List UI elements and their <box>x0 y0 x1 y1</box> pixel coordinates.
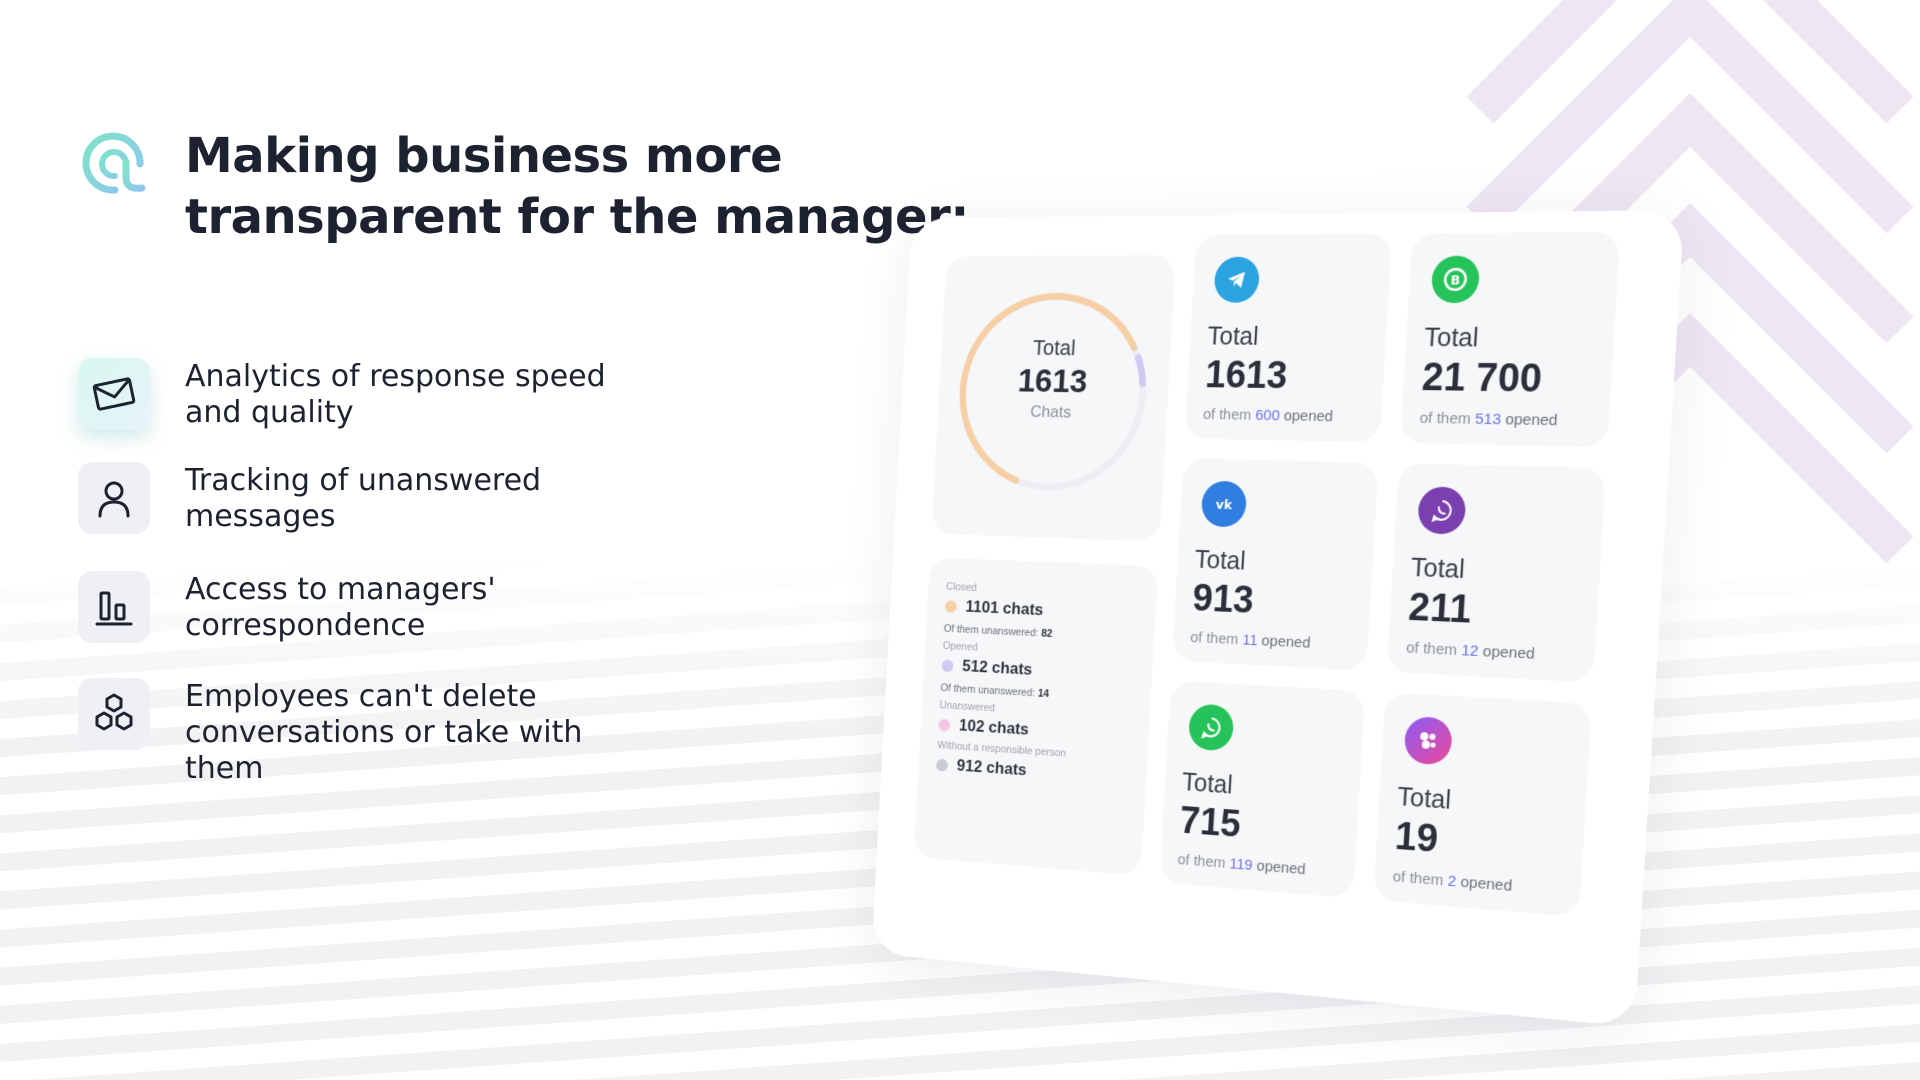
feature-item-no-delete: Employees can't delete conversations or … <box>78 678 615 787</box>
chats-breakdown-card: Closed 1101 chats Of them unanswered: 82… <box>913 557 1158 875</box>
legend-value-opened: 512 chats <box>962 657 1033 680</box>
dashboard-mockup: Total 1613 Chats Closed 1101 chats Of th… <box>871 210 1684 1027</box>
feature-label-line: conversations or take with <box>185 715 615 751</box>
legend-value-unanswered: 102 chats <box>958 716 1029 740</box>
page-title-line-1: Making business more <box>185 126 969 187</box>
channel-sub-suffix: opened <box>1261 632 1311 651</box>
legend-note-label: Of them unanswered: <box>940 682 1035 699</box>
feature-tile <box>78 571 150 643</box>
envelope-icon <box>90 370 138 418</box>
legend-value-closed: 1101 chats <box>965 597 1044 620</box>
whatsapp-business-icon: B <box>1431 256 1481 303</box>
feature-label-line: Tracking of unanswered <box>185 463 615 499</box>
channel-sub-suffix: opened <box>1256 857 1306 878</box>
channel-card-whatsapp: Total 715 of them 119 opened <box>1159 680 1365 898</box>
cubes-icon <box>91 691 137 737</box>
closed-dot-icon <box>945 600 957 613</box>
feature-tile <box>78 358 150 430</box>
channel-value: 715 <box>1179 800 1242 847</box>
channel-sub-prefix: of them <box>1190 629 1239 648</box>
channel-card-telegram: Total 1613 of them 600 opened <box>1185 234 1393 443</box>
channel-value: 1613 <box>1204 354 1288 398</box>
feature-tile <box>78 678 150 750</box>
vk-icon: vk <box>1201 481 1248 528</box>
channel-opened-count: 2 <box>1447 872 1457 890</box>
channel-sub-prefix: of them <box>1392 868 1444 889</box>
feature-label-line: Access to managers' <box>185 572 615 608</box>
feature-tile <box>78 462 150 534</box>
page-title-line-2: transparent for the manager: <box>185 187 969 248</box>
bar-chart-icon <box>92 585 136 629</box>
telegram-icon <box>1213 257 1260 303</box>
channel-sub-prefix: of them <box>1177 851 1226 872</box>
channel-sub-prefix: of them <box>1203 406 1252 424</box>
channel-sub-suffix: opened <box>1482 643 1535 663</box>
channel-label: Total <box>1181 768 1233 800</box>
channel-sub-prefix: of them <box>1419 409 1471 427</box>
opened-dot-icon <box>941 659 953 672</box>
channel-opened-count: 119 <box>1229 855 1253 874</box>
feature-item-correspondence: Access to managers' correspondence <box>78 571 615 644</box>
feature-label-line: Analytics of response speed <box>185 359 615 395</box>
no-responsible-dot-icon <box>936 758 948 771</box>
feature-item-unanswered: Tracking of unanswered messages <box>78 462 615 535</box>
channel-sub-prefix: of them <box>1406 639 1458 659</box>
channel-card-whatsapp-business: B Total 21 700 of them 513 opened <box>1400 232 1620 447</box>
channel-card-viber: Total 211 of them 12 opened <box>1387 463 1607 682</box>
legend-note-label: Of them unanswered: <box>943 623 1038 639</box>
legend-value-no-responsible: 912 chats <box>956 756 1027 780</box>
user-icon <box>92 476 136 520</box>
channel-value: 21 700 <box>1421 356 1544 402</box>
unanswered-dot-icon <box>938 718 950 731</box>
feature-label-line: correspondence <box>185 608 615 644</box>
channel-label: Total <box>1397 783 1452 816</box>
total-label: Total <box>941 335 1172 362</box>
channel-value: 211 <box>1407 586 1472 633</box>
legend-note-value: 14 <box>1038 688 1050 700</box>
channel-label: Total <box>1194 546 1246 577</box>
legend-note-value: 82 <box>1041 628 1053 640</box>
feature-label-line: messages <box>185 499 615 535</box>
channel-label: Total <box>1424 324 1480 354</box>
total-value: 1613 <box>939 362 1170 403</box>
channel-sub-suffix: opened <box>1283 407 1333 425</box>
brand-logo-icon <box>78 126 152 200</box>
channel-card-instagram: Total 19 of them 2 opened <box>1373 692 1592 917</box>
page-title: Making business more transparent for the… <box>185 126 969 248</box>
viber-icon <box>1417 486 1467 535</box>
svg-text:vk: vk <box>1215 496 1233 512</box>
channel-label: Total <box>1410 554 1466 586</box>
channel-opened-count: 600 <box>1255 407 1280 424</box>
feature-label-line: them <box>185 751 615 787</box>
channel-opened-count: 513 <box>1475 410 1502 428</box>
channel-sub-suffix: opened <box>1460 873 1513 895</box>
channel-card-vk: vk Total 913 of them 11 opened <box>1172 458 1379 671</box>
channel-label: Total <box>1207 323 1260 352</box>
svg-text:B: B <box>1450 273 1460 288</box>
channel-value: 19 <box>1394 815 1439 862</box>
feature-item-analytics: Analytics of response speed and quality <box>78 358 615 431</box>
channel-sub-suffix: opened <box>1505 411 1558 430</box>
total-chats-card: Total 1613 Chats <box>931 255 1176 542</box>
feature-label-line: Employees can't delete <box>185 679 615 715</box>
instagram-icon <box>1403 716 1453 766</box>
whatsapp-icon <box>1188 703 1235 751</box>
channel-opened-count: 12 <box>1461 642 1479 660</box>
channel-value: 913 <box>1191 578 1254 623</box>
feature-label-line: and quality <box>185 395 615 431</box>
channel-opened-count: 11 <box>1242 631 1258 649</box>
